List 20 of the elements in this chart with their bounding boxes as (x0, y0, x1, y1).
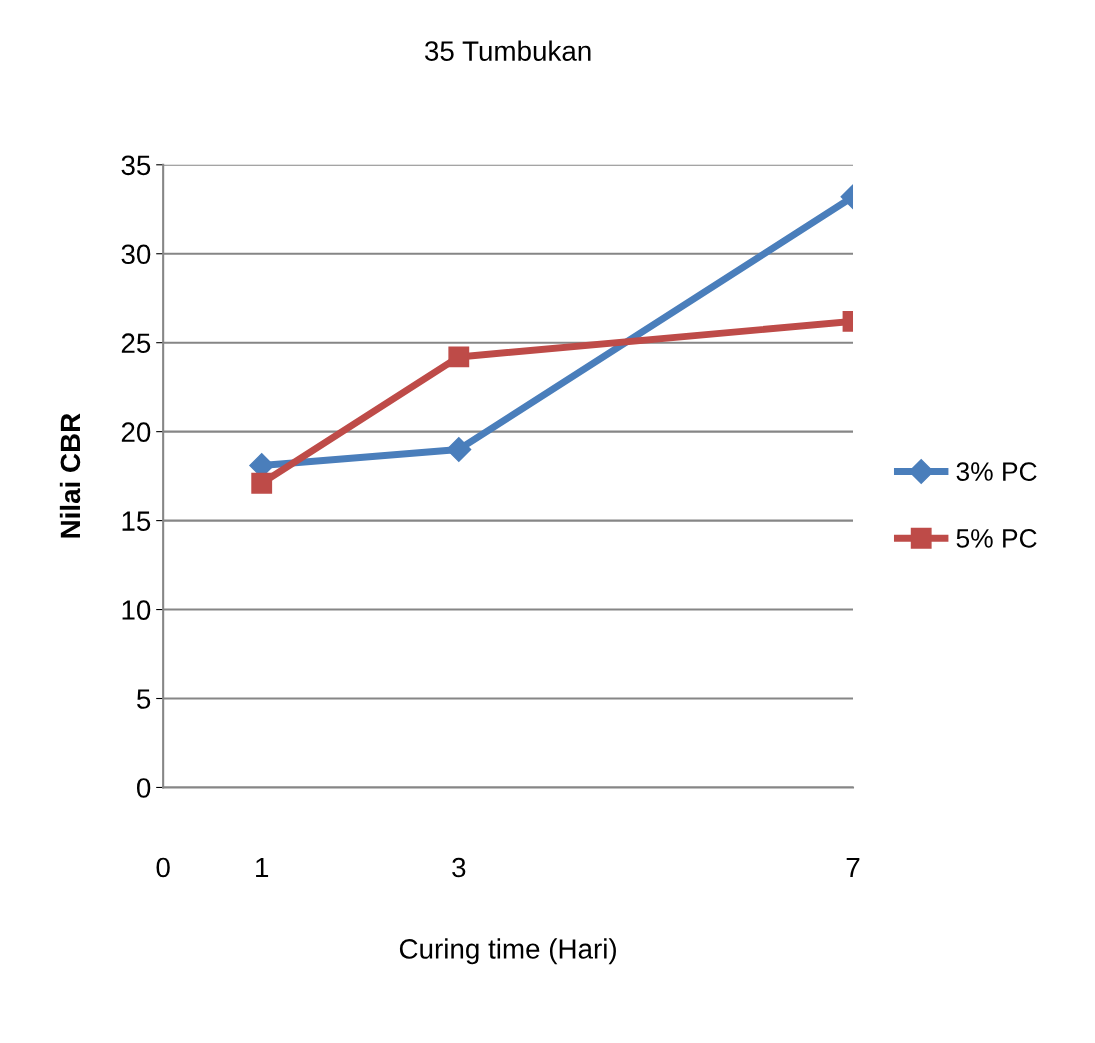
y-tick-label: 25 (121, 333, 151, 354)
x-tick-label: 3 (452, 857, 466, 878)
x-tick-label: 7 (846, 857, 860, 878)
x-axis-title: Curing time (Hari) (399, 938, 616, 965)
y-tick-label: 10 (122, 600, 151, 620)
point (446, 436, 472, 462)
y-axis-title: Nilai CBR (59, 413, 81, 538)
y-tick-label: 15 (122, 511, 151, 531)
point (251, 472, 273, 494)
x-tick-label: 0 (156, 857, 170, 878)
y-tick-label: 0 (136, 778, 151, 798)
point (448, 346, 470, 368)
x-tick-label: 1 (256, 857, 269, 878)
y-tick-label: 30 (121, 244, 151, 265)
legend-label: 3% PC (956, 462, 1037, 481)
y-tick-label: 5 (137, 689, 151, 709)
legend-label: 5% PC (956, 529, 1037, 548)
chart-title: 35 Tumbukan (424, 40, 591, 61)
y-tick-label: 35 (121, 155, 151, 176)
y-tick-label: 20 (121, 422, 151, 442)
